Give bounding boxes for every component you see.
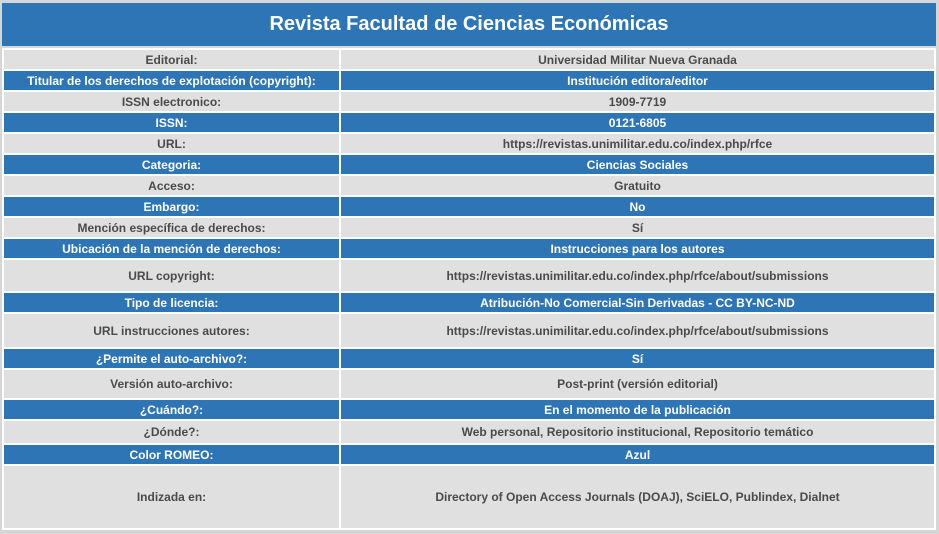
row-label: ISSN electronico: xyxy=(2,90,341,113)
row-value: 0121-6805 xyxy=(339,111,936,134)
row-label: Color ROMEO: xyxy=(2,443,341,466)
row-value: https://revistas.unimilitar.edu.co/index… xyxy=(339,132,936,155)
table-row: ISSN: 0121-6805 xyxy=(2,111,936,134)
row-label: Titular de los derechos de explotación (… xyxy=(2,69,341,92)
row-label: URL instrucciones autores: xyxy=(2,312,341,349)
table-row: ¿Dónde?: Web personal, Repositorio insti… xyxy=(2,419,936,445)
row-value: No xyxy=(339,195,936,218)
table-row: ¿Cuándo?: En el momento de la publicació… xyxy=(2,398,936,421)
row-label: ¿Permite el auto-archivo?: xyxy=(2,347,341,370)
table-row: Indizada en: Directory of Open Access Jo… xyxy=(2,464,936,530)
row-label: Versión auto-archivo: xyxy=(2,368,341,400)
row-value: Azul xyxy=(339,443,936,466)
table-row: Embargo: No xyxy=(2,195,936,218)
table-row: Tipo de licencia: Atribución-No Comercia… xyxy=(2,291,936,314)
row-label: Editorial: xyxy=(2,48,341,71)
row-value: Post-print (versión editorial) xyxy=(339,368,936,400)
table-row: Versión auto-archivo: Post-print (versió… xyxy=(2,368,936,400)
row-value: Directory of Open Access Journals (DOAJ)… xyxy=(339,464,936,530)
row-label: Embargo: xyxy=(2,195,341,218)
row-value: Instrucciones para los autores xyxy=(339,237,936,260)
table-row: Categoria: Ciencias Sociales xyxy=(2,153,936,176)
table-row: URL copyright: https://revistas.unimilit… xyxy=(2,258,936,293)
row-value: Ciencias Sociales xyxy=(339,153,936,176)
table-row: Ubicación de la mención de derechos: Ins… xyxy=(2,237,936,260)
table-row: Acceso: Gratuito xyxy=(2,174,936,197)
row-value: Atribución-No Comercial-Sin Derivadas - … xyxy=(339,291,936,314)
row-label: ISSN: xyxy=(2,111,341,134)
row-value: Universidad Militar Nueva Granada xyxy=(339,48,936,71)
row-value: https://revistas.unimilitar.edu.co/index… xyxy=(339,312,936,349)
row-label: Indizada en: xyxy=(2,464,341,530)
row-label: Acceso: xyxy=(2,174,341,197)
row-value: Gratuito xyxy=(339,174,936,197)
row-value: 1909-7719 xyxy=(339,90,936,113)
journal-info-table: Editorial: Universidad Militar Nueva Gra… xyxy=(2,48,936,530)
row-value: Institución editora/editor xyxy=(339,69,936,92)
row-label: ¿Cuándo?: xyxy=(2,398,341,421)
row-value: Sí xyxy=(339,347,936,370)
table-row: ¿Permite el auto-archivo?: Sí xyxy=(2,347,936,370)
row-value: Sí xyxy=(339,216,936,239)
table-row: Color ROMEO: Azul xyxy=(2,443,936,466)
row-value: https://revistas.unimilitar.edu.co/index… xyxy=(339,258,936,293)
row-value: En el momento de la publicación xyxy=(339,398,936,421)
row-label: Mención específica de derechos: xyxy=(2,216,341,239)
table-row: Mención específica de derechos: Sí xyxy=(2,216,936,239)
row-label: ¿Dónde?: xyxy=(2,419,341,445)
row-label: Tipo de licencia: xyxy=(2,291,341,314)
table-row: URL instrucciones autores: https://revis… xyxy=(2,312,936,349)
table-row: Editorial: Universidad Militar Nueva Gra… xyxy=(2,48,936,71)
row-label: Ubicación de la mención de derechos: xyxy=(2,237,341,260)
row-label: URL copyright: xyxy=(2,258,341,293)
page-title: Revista Facultad de Ciencias Económicas xyxy=(2,3,936,46)
table-row: ISSN electronico: 1909-7719 xyxy=(2,90,936,113)
row-label: URL: xyxy=(2,132,341,155)
row-label: Categoria: xyxy=(2,153,341,176)
row-value: Web personal, Repositorio institucional,… xyxy=(339,419,936,445)
table-row: Titular de los derechos de explotación (… xyxy=(2,69,936,92)
table-row: URL: https://revistas.unimilitar.edu.co/… xyxy=(2,132,936,155)
